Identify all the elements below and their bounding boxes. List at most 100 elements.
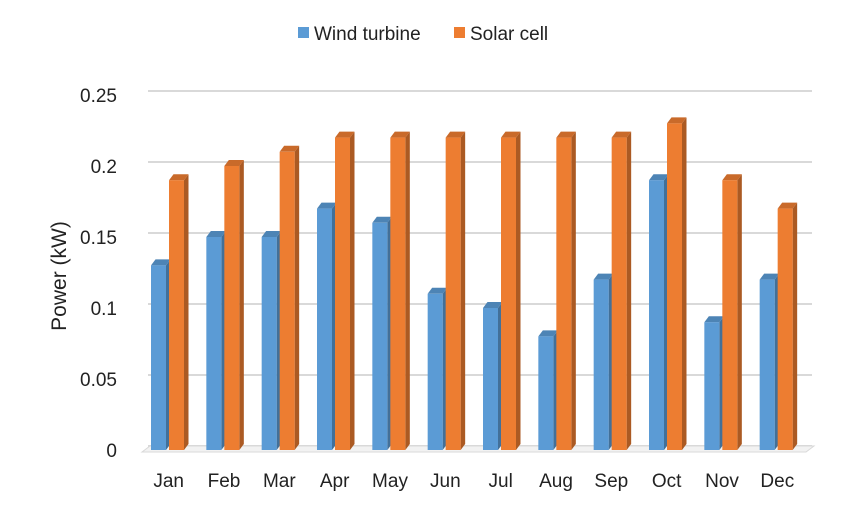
x-tick-label: Jan <box>153 471 184 492</box>
bar-side <box>405 131 410 450</box>
bar-side <box>460 131 466 450</box>
y-tick-label: 0 <box>106 441 117 462</box>
bar <box>538 330 558 450</box>
bar-side <box>516 131 521 450</box>
bar <box>390 131 410 450</box>
bar-front <box>593 279 609 450</box>
bar-side <box>294 145 300 451</box>
bar-top <box>777 202 798 209</box>
x-tick-label: May <box>372 471 408 492</box>
bar <box>777 202 798 450</box>
bar-front <box>649 180 664 450</box>
bar-front <box>279 151 295 451</box>
bar <box>261 231 282 450</box>
bar-front <box>538 336 554 450</box>
bar-side <box>626 131 632 450</box>
bar-top <box>556 131 576 138</box>
bar-side <box>571 131 576 450</box>
bar-front <box>722 180 738 450</box>
bar <box>556 131 576 450</box>
bar-side <box>682 117 687 451</box>
bar-side <box>350 131 355 450</box>
bar <box>593 273 614 450</box>
y-axis-ticks: 0 0.05 0.1 0.15 0.2 0.25 <box>80 86 117 462</box>
x-tick-label: Jun <box>430 471 461 492</box>
bar <box>279 145 300 451</box>
bar <box>224 160 244 450</box>
bar-front <box>445 137 461 450</box>
x-axis-ticks: Jan Feb Mar Apr May Jun Jul Aug Sep Oct Nov Dec <box>153 471 794 492</box>
bar-top <box>722 174 742 181</box>
bar-front <box>390 137 406 450</box>
bar-front <box>151 265 166 450</box>
bar-side <box>184 174 189 450</box>
bar-top <box>501 131 521 138</box>
bar <box>759 273 780 450</box>
bar-top <box>372 216 392 223</box>
bar-top <box>611 131 632 138</box>
bar-front <box>667 123 682 451</box>
bar-top <box>649 174 669 181</box>
bar-top <box>538 330 558 337</box>
bar-front <box>206 237 222 450</box>
bar-front <box>261 237 277 450</box>
bar-top <box>390 131 410 138</box>
bar-top <box>317 202 337 209</box>
bar-front <box>501 137 516 450</box>
bar-top <box>224 160 244 166</box>
bar-top <box>667 117 687 124</box>
y-tick-label: 0.05 <box>80 370 117 391</box>
bar <box>501 131 521 450</box>
bar-front <box>372 222 388 450</box>
bar-side <box>737 174 742 450</box>
y-tick-label: 0.2 <box>91 157 117 178</box>
bar <box>317 202 337 450</box>
bar <box>704 316 724 450</box>
x-tick-label: Oct <box>652 471 682 492</box>
bar-front <box>777 208 793 450</box>
bar-front <box>556 137 572 450</box>
bar-front <box>483 308 498 450</box>
bar <box>335 131 355 450</box>
x-tick-label: Jul <box>489 471 513 492</box>
bar-top <box>445 131 466 138</box>
legend-label: Wind turbine <box>314 24 421 45</box>
legend-item: Solar cell <box>454 24 548 45</box>
floor <box>140 445 816 453</box>
bar-top <box>483 302 503 308</box>
bar-front <box>611 137 627 450</box>
bar-front <box>759 279 775 450</box>
bar <box>206 231 226 450</box>
bar-top <box>335 131 355 138</box>
y-tick-label: 0.15 <box>80 228 117 249</box>
x-tick-label: Nov <box>705 471 739 492</box>
bar-top <box>206 231 226 237</box>
bar <box>427 287 448 450</box>
bar <box>611 131 632 450</box>
bar-top <box>593 273 614 280</box>
legend-label: Solar cell <box>470 24 548 45</box>
bar <box>483 302 503 450</box>
bar-top <box>427 287 448 294</box>
bar-top <box>169 174 189 181</box>
bar <box>372 216 392 450</box>
bar-front <box>427 293 443 450</box>
x-tick-label: Feb <box>208 471 241 492</box>
bar <box>151 259 171 450</box>
bar-top <box>279 145 300 152</box>
legend-item: Wind turbine <box>298 24 421 45</box>
x-tick-label: Aug <box>539 471 573 492</box>
x-tick-label: Apr <box>320 471 350 492</box>
legend-swatch <box>454 27 465 38</box>
chart-floor <box>140 445 816 453</box>
legend-swatch <box>298 27 309 38</box>
bars <box>151 117 798 451</box>
bar-front <box>224 166 240 450</box>
bar <box>667 117 687 451</box>
y-tick-label: 0.25 <box>80 86 117 107</box>
x-tick-label: Mar <box>263 471 296 492</box>
bar-top <box>759 273 780 280</box>
bar-side <box>239 160 244 450</box>
